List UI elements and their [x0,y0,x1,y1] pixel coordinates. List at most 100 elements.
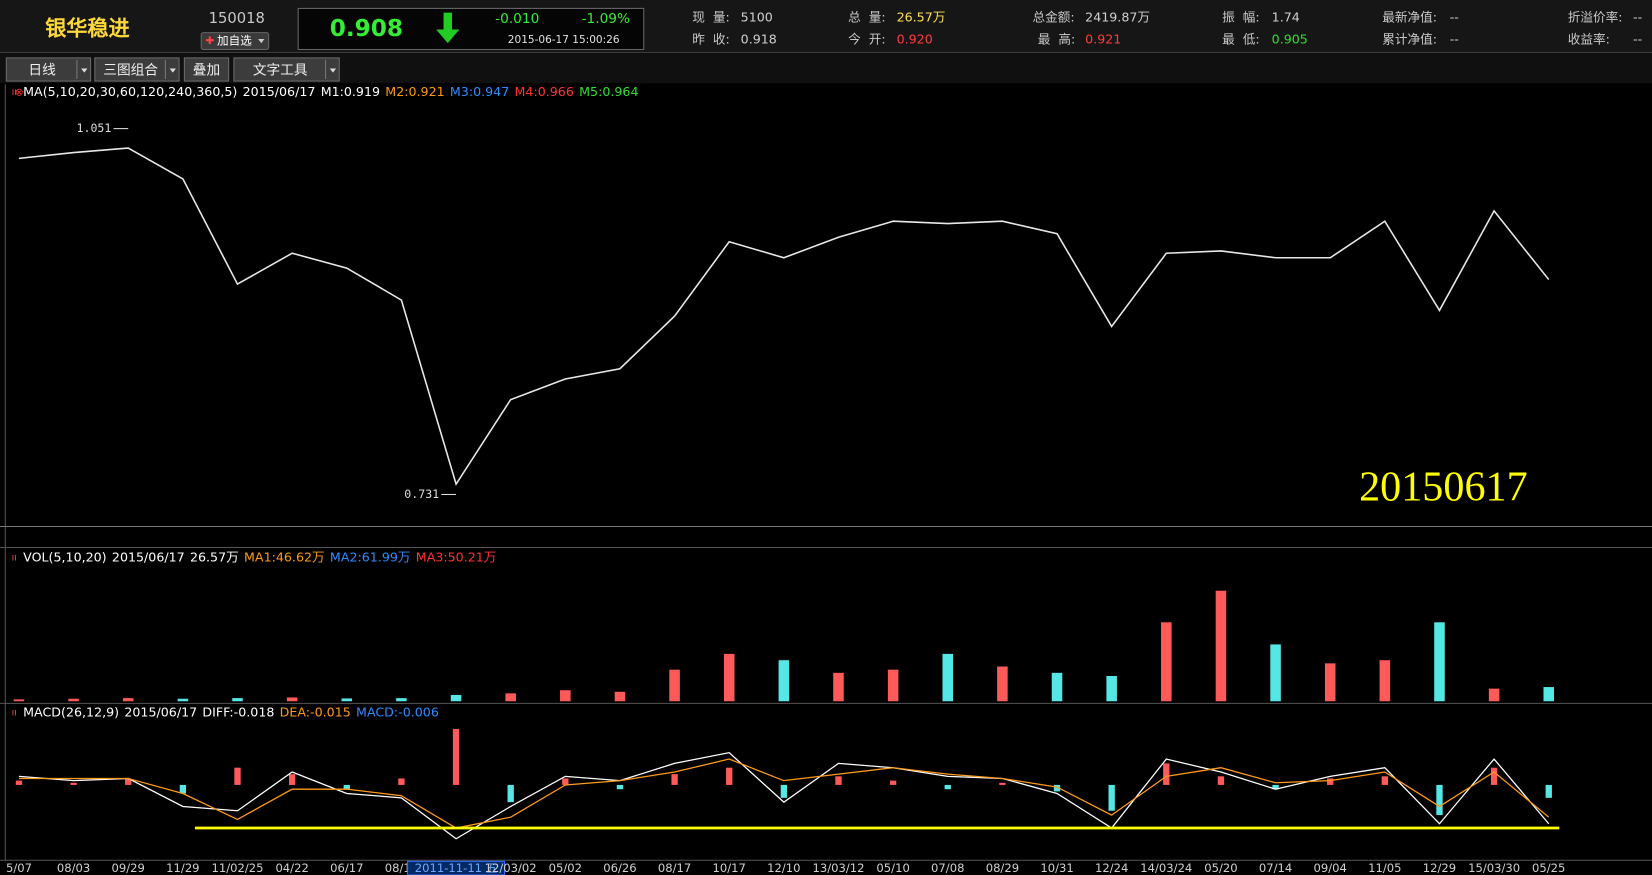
x-tick-label: 11/05 [1368,861,1401,875]
field-value: 2419.87万 [1085,9,1150,24]
legend-item: M2:0.921 [385,84,444,99]
legend-item: MA2:61.99万 [330,550,411,565]
last-price: 0.908 [330,15,403,42]
macd-line [18,758,1550,829]
x-tick-label: 07/14 [1259,861,1292,875]
volume-bar [13,699,25,702]
x-tick-label: 06/26 [603,861,636,875]
macd-bar [288,774,296,785]
dropdown-arrow [258,38,265,44]
quote-bar [0,0,1652,53]
field-value: 0.905 [1272,32,1308,47]
legend-item: MA3:50.21万 [416,550,497,565]
macd-bar [616,784,624,790]
add-watch-label[interactable]: 加自选 [217,34,252,48]
field-label: 折溢价率: [1568,9,1623,24]
x-tick-label: 12/24 [1095,861,1128,875]
field-label: 昨 收: [692,32,730,47]
dropdown-arrow [169,68,176,73]
field-label: 总金额: [1033,9,1075,24]
dropdown-arrow [329,68,337,73]
toolbar-button[interactable] [5,57,92,82]
x-tick-label: 08/29 [986,861,1019,875]
macd-bar [1381,776,1389,785]
x-tick-label: 05/20 [1204,861,1237,875]
change-pct: -1.09% [582,11,630,27]
x-tick-label: 05/10 [876,861,909,875]
plots: ıı MA(5,10,20,30,60,120,240,360,5) 2015/06… [6,84,1565,875]
volume-bar [1106,675,1117,702]
macd-bar [398,778,405,785]
legend-item: DIFF:-0.018 [202,704,274,719]
volume-bar [68,698,79,702]
x-tick-label: 06/17 [330,861,363,875]
volume-bar [669,669,680,702]
indicator-icon: ıı [12,553,17,564]
x-tick-label: 07/08 [931,861,964,875]
toolbar-button[interactable] [183,57,230,82]
legend-item: MA(5,10,20,30,60,120,240,360,5) [23,84,237,99]
macd-bar [1272,784,1279,790]
legend-item: DEA:-0.015 [280,704,351,719]
toolbar-label[interactable]: 三图组合 [103,63,158,79]
legend-item: MA1:46.62万 [244,550,325,565]
volume-bar [1270,644,1281,702]
x-tick-label: 05/02 [549,861,582,875]
field-label: 收益率: [1568,32,1610,47]
x-tick-label: 12/29 [1423,861,1456,875]
macd-bar [1053,784,1061,792]
x-tick-label: 15/03/30 [1468,861,1520,875]
volume-bar [778,660,790,702]
toolbar-label[interactable]: 叠加 [193,63,220,79]
toolbar-label[interactable]: 文字工具 [253,63,308,79]
field-value: 5100 [741,9,773,24]
close-icon[interactable]: ⊗ [15,87,24,99]
volume-bar [1379,660,1391,702]
macd-bar [452,728,460,785]
macd-bar [234,767,241,785]
volume-bar [1488,688,1500,702]
volume-bar [450,694,462,702]
dropdown-arrow [81,68,88,73]
macd-bar [179,784,187,794]
toolbar-label[interactable]: 日线 [28,63,56,79]
x-tick-label: 2011-11-11 五 [415,861,498,875]
x-tick-label: 12/10 [767,861,800,875]
legend-item: 2015/06/17 [112,550,185,565]
field-value: 0.921 [1085,32,1121,47]
volume-bar [723,653,735,702]
macd-bar [562,778,569,785]
annotation-label: 1.051 [77,121,112,135]
macd-bar [15,780,23,785]
macd-bar [1327,778,1334,785]
field-label: 现 量: [692,9,730,24]
macd-bar [1108,784,1115,811]
macd-bar [944,784,951,790]
field-label: 最 高: [1038,32,1076,47]
field-label: 振 幅: [1222,9,1260,24]
macd-bar [835,776,842,785]
x-tick-label: 05/25 [1532,861,1565,875]
macd-bar [1490,767,1498,785]
x-tick-label: 14/03/24 [1140,861,1192,875]
field-value: 0.918 [741,32,777,47]
add-watch-button[interactable] [200,32,270,51]
stock-name: 银华稳进 [45,15,129,40]
macd-bar [726,767,733,785]
x-tick-label: 11/02/25 [211,861,263,875]
toolbar-buttons: 日线 三图组合 叠加 文字工具 [5,57,340,82]
macd-bar [343,784,350,790]
x-tick-label: 09/29 [112,861,145,875]
volume-bar [122,698,134,702]
macd-bar [1436,784,1443,816]
field-label: 今 开: [848,32,886,47]
legend-item: M1:0.919 [321,84,380,99]
toolbar-button[interactable] [233,57,340,82]
legend-item: 2015/06/17 [124,704,197,719]
legend-item: 26.57万 [190,550,239,565]
x-tick-label: 10/17 [713,861,746,875]
x-tick-label: 12/03/02 [485,861,537,875]
toolbar-button[interactable] [94,57,180,82]
